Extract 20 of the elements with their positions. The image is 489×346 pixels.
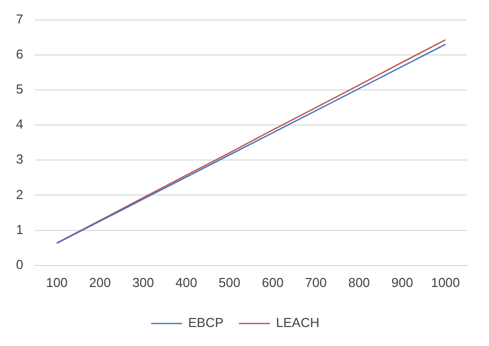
x-tick-label: 1000	[430, 274, 460, 290]
y-tick-label: 0	[16, 256, 24, 272]
x-tick-label: 100	[46, 274, 68, 290]
legend-label: LEACH	[276, 315, 320, 330]
y-tick-label: 2	[16, 186, 24, 202]
y-tick-label: 4	[16, 116, 24, 132]
y-tick-label: 5	[16, 82, 24, 97]
x-tick-label: 200	[89, 274, 111, 290]
y-tick-label: 6	[16, 46, 24, 62]
x-tick-label: 700	[305, 274, 327, 290]
x-tick-label: 300	[132, 274, 154, 290]
x-tick-label: 800	[348, 274, 370, 290]
y-tick-label: 7	[16, 11, 24, 26]
x-tick-label: 500	[218, 274, 240, 290]
x-tick-label: 900	[391, 274, 414, 290]
x-tick-label: 400	[176, 274, 198, 290]
legend-label: EBCP	[188, 315, 224, 330]
y-tick-label: 3	[16, 152, 24, 167]
y-tick-label: 1	[16, 222, 24, 237]
x-tick-label: 600	[262, 274, 284, 290]
